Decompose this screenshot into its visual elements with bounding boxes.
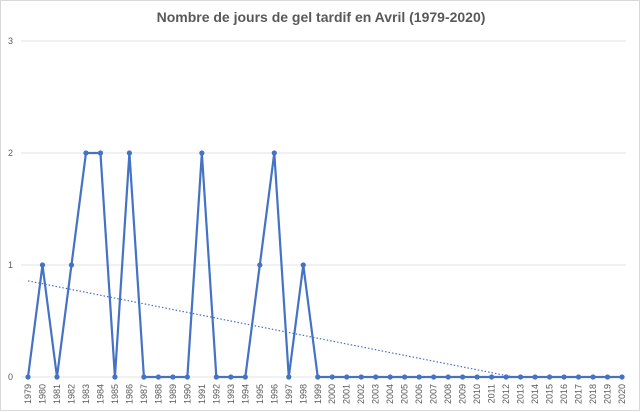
data-point <box>286 374 292 380</box>
data-point <box>517 374 524 380</box>
data-point <box>604 374 611 380</box>
data-point <box>257 262 263 268</box>
x-tick-label: 2009 <box>458 384 468 404</box>
data-point <box>445 374 451 380</box>
data-point <box>489 374 495 380</box>
x-tick-label: 1981 <box>52 384 62 404</box>
data-point <box>25 374 31 380</box>
x-tick-label: 2007 <box>429 384 439 404</box>
data-point <box>546 374 553 380</box>
x-tick-label: 2012 <box>501 384 511 404</box>
data-point <box>228 374 234 380</box>
data-point <box>199 150 205 156</box>
x-tick-label: 2005 <box>400 384 410 404</box>
x-tick-label: 2016 <box>559 384 569 404</box>
data-point <box>54 374 60 380</box>
x-tick-label: 1992 <box>211 384 221 404</box>
y-tick-label: 3 <box>8 36 13 46</box>
data-point <box>170 374 176 380</box>
x-tick-label: 1993 <box>226 384 236 404</box>
data-point <box>39 262 46 268</box>
x-tick-label: 1983 <box>81 384 91 404</box>
data-point <box>402 374 408 380</box>
data-point <box>431 374 437 380</box>
data-point <box>213 374 219 380</box>
data-point <box>619 374 625 380</box>
data-point <box>141 374 147 380</box>
x-tick-label: 2013 <box>516 384 526 404</box>
y-axis-ticks: 0 1 2 3 <box>8 36 13 382</box>
data-point <box>184 374 190 380</box>
x-axis-ticks: 1979 1980 1981 1982 1983 1984 1985 1986 1987 1988… <box>23 384 627 404</box>
x-tick-label: 1982 <box>66 384 76 404</box>
data-point <box>126 150 133 156</box>
x-tick-label: 2002 <box>356 384 366 404</box>
data-point <box>503 374 509 380</box>
x-tick-label: 2004 <box>385 384 395 404</box>
series-layer <box>25 150 625 380</box>
x-tick-label: 2020 <box>617 384 627 404</box>
data-point <box>315 374 321 380</box>
y-tick-label: 0 <box>8 372 13 382</box>
data-point <box>387 374 393 380</box>
y-tick-label: 2 <box>8 148 13 158</box>
x-tick-label: 1995 <box>255 384 265 404</box>
x-tick-label: 1991 <box>197 384 207 404</box>
data-point <box>97 150 104 156</box>
x-tick-label: 1987 <box>139 384 149 404</box>
x-tick-label: 1999 <box>313 384 323 404</box>
data-point <box>532 374 538 380</box>
data-point <box>358 374 364 380</box>
x-tick-label: 2010 <box>472 384 482 404</box>
data-point <box>242 374 248 380</box>
data-point <box>373 374 379 380</box>
x-tick-label: 1979 <box>23 384 33 404</box>
x-tick-label: 2014 <box>530 384 540 404</box>
x-tick-label: 2003 <box>371 384 381 404</box>
data-point <box>344 374 350 380</box>
x-tick-label: 1990 <box>182 384 192 404</box>
x-tick-label: 1984 <box>95 384 105 404</box>
x-tick-label: 2011 <box>487 384 497 403</box>
data-point <box>460 374 466 380</box>
data-point <box>329 374 335 380</box>
x-tick-label: 1985 <box>110 384 120 404</box>
x-tick-label: 1986 <box>124 384 134 404</box>
x-tick-label: 2019 <box>603 384 613 404</box>
data-point <box>300 262 306 268</box>
x-tick-label: 1980 <box>37 384 47 404</box>
data-point <box>68 262 75 268</box>
x-tick-label: 2015 <box>545 384 555 404</box>
data-point <box>416 374 422 380</box>
chart-title: Nombre de jours de gel tardif en Avril (… <box>156 9 486 25</box>
data-point <box>561 374 567 380</box>
x-tick-label: 1996 <box>269 384 279 404</box>
x-tick-label: 2000 <box>327 384 337 404</box>
x-tick-label: 1998 <box>298 384 308 404</box>
x-tick-label: 1988 <box>153 384 163 404</box>
x-tick-label: 2001 <box>342 384 352 404</box>
trendline-layer <box>27 280 514 378</box>
data-point <box>271 150 277 156</box>
x-tick-label: 2018 <box>588 384 598 404</box>
x-tick-label: 2006 <box>414 384 424 404</box>
data-point <box>155 374 161 380</box>
data-point <box>83 150 89 156</box>
trendline <box>27 280 514 378</box>
data-point <box>575 374 582 380</box>
data-point <box>474 374 480 380</box>
data-point <box>112 374 118 380</box>
y-tick-label: 1 <box>8 260 13 270</box>
data-point <box>590 374 596 380</box>
x-tick-label: 1994 <box>240 384 250 404</box>
x-tick-label: 2017 <box>574 384 584 404</box>
x-tick-label: 1997 <box>284 384 294 404</box>
x-tick-label: 1989 <box>168 384 178 404</box>
x-tick-label: 2008 <box>443 384 453 404</box>
